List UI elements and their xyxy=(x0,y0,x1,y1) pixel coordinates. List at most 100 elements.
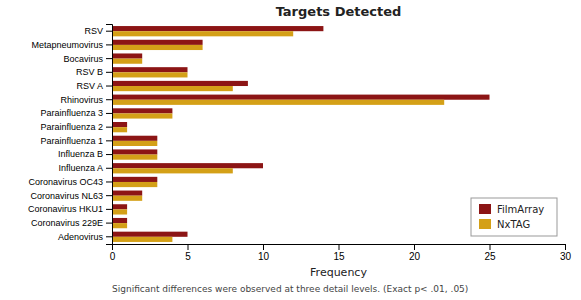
legend-item: NxTAG xyxy=(479,219,530,230)
bar xyxy=(112,223,127,228)
y-tick-label: Parainfluenza 1 xyxy=(40,136,103,146)
y-axis: Adenovirus Coronavirus 229E Coronavirus HK… xyxy=(28,25,113,245)
y-tick: Coronavirus NL63 xyxy=(30,191,112,201)
bar xyxy=(112,81,248,86)
bar xyxy=(112,136,157,141)
y-tick-mark xyxy=(106,86,112,87)
bar xyxy=(112,72,188,77)
bar xyxy=(112,149,157,154)
x-tick-label: 30 xyxy=(560,251,572,262)
x-tick-mark xyxy=(339,244,340,250)
legend-label: FilmArray xyxy=(497,204,544,215)
y-tick: Influenza B xyxy=(58,149,112,159)
y-tick-label: Influenza A xyxy=(58,163,103,173)
x-tick-mark xyxy=(565,244,566,250)
bar xyxy=(112,26,323,31)
title: Targets Detected xyxy=(276,4,402,19)
legend-frame xyxy=(471,198,557,236)
y-tick-mark xyxy=(106,99,112,100)
bar xyxy=(112,168,233,173)
bar xyxy=(112,122,127,127)
bar xyxy=(112,232,188,237)
x-tick: 5 xyxy=(185,244,191,262)
x-tick-label: 15 xyxy=(333,251,345,262)
y-tick: RSV A xyxy=(76,81,112,91)
x-tick: 10 xyxy=(258,244,270,262)
x-tick-mark xyxy=(188,244,189,250)
legend: FilmArray NxTAG xyxy=(471,198,557,236)
x-axis-title: Frequency xyxy=(310,266,367,279)
x-tick-mark xyxy=(263,244,264,250)
x-axis-line xyxy=(113,245,566,251)
y-tick-label: RSV xyxy=(84,26,103,36)
y-tick-mark xyxy=(106,44,112,45)
bar xyxy=(112,237,172,242)
bar xyxy=(112,95,490,100)
x-tick: 0 xyxy=(110,244,116,262)
y-tick: Adenovirus xyxy=(58,232,112,242)
bar xyxy=(112,177,157,182)
y-tick: Coronavirus OC43 xyxy=(28,177,112,187)
bar xyxy=(112,196,142,201)
y-tick-mark xyxy=(106,236,112,237)
x-tick: 15 xyxy=(333,244,345,262)
bar xyxy=(112,59,142,64)
bar xyxy=(112,163,263,168)
x-tick-label: 20 xyxy=(409,251,421,262)
y-tick-mark xyxy=(106,127,112,128)
bar xyxy=(112,204,127,209)
y-tick: Influenza A xyxy=(58,163,112,173)
bar xyxy=(112,108,172,113)
y-tick-mark xyxy=(106,209,112,210)
y-tick: Parainfluenza 3 xyxy=(40,108,112,118)
x-tick-label: 10 xyxy=(258,251,270,262)
legend-label: NxTAG xyxy=(497,219,530,230)
y-tick: Metapneumovirus xyxy=(31,40,112,50)
x-tick: 30 xyxy=(560,244,572,262)
bar xyxy=(112,141,157,146)
y-tick: Coronavirus HKU1 xyxy=(28,204,112,214)
y-tick-mark xyxy=(106,72,112,73)
y-tick-label: Metapneumovirus xyxy=(31,40,103,50)
x-tick-label: 0 xyxy=(110,251,116,262)
legend-item: FilmArray xyxy=(479,204,544,215)
x-axis: 0 5 10 15 20 25 30 xyxy=(110,244,572,262)
bar xyxy=(112,155,157,160)
y-tick-label: Coronavirus NL63 xyxy=(30,191,103,201)
y-tick-mark xyxy=(106,223,112,224)
y-tick-label: RSV B xyxy=(76,67,103,77)
y-tick-mark xyxy=(106,140,112,141)
y-tick-label: Influenza B xyxy=(58,149,103,159)
y-tick-mark xyxy=(106,31,112,32)
bar xyxy=(112,182,157,187)
y-tick: Coronavirus 229E xyxy=(31,218,112,228)
y-tick-label: Coronavirus 229E xyxy=(31,218,103,228)
y-tick-mark xyxy=(106,168,112,169)
y-tick: Parainfluenza 2 xyxy=(40,122,112,132)
bar xyxy=(112,113,172,118)
y-tick-mark xyxy=(106,195,112,196)
y-axis-line xyxy=(106,25,113,245)
x-tick-mark xyxy=(414,244,415,250)
bar xyxy=(112,100,444,105)
bar xyxy=(112,209,127,214)
x-tick: 25 xyxy=(484,244,496,262)
x-tick-label: 5 xyxy=(185,251,191,262)
bars xyxy=(112,26,490,242)
bar xyxy=(112,191,142,196)
y-tick-label: Bocavirus xyxy=(63,53,103,63)
bar xyxy=(112,218,127,223)
bar xyxy=(112,45,203,50)
y-tick-label: Rhinovirus xyxy=(60,95,103,105)
bar xyxy=(112,127,127,132)
bar-series xyxy=(112,26,490,237)
y-tick: Rhinovirus xyxy=(60,95,112,105)
y-tick-label: Coronavirus HKU1 xyxy=(28,204,103,214)
bar xyxy=(112,31,293,36)
x-tick-label: 25 xyxy=(484,251,496,262)
bar xyxy=(112,67,188,72)
annotation: Significant differences were observed at… xyxy=(112,284,468,294)
bar-series xyxy=(112,31,444,242)
y-tick-label: Adenovirus xyxy=(58,232,104,242)
y-tick: RSV B xyxy=(76,67,112,77)
